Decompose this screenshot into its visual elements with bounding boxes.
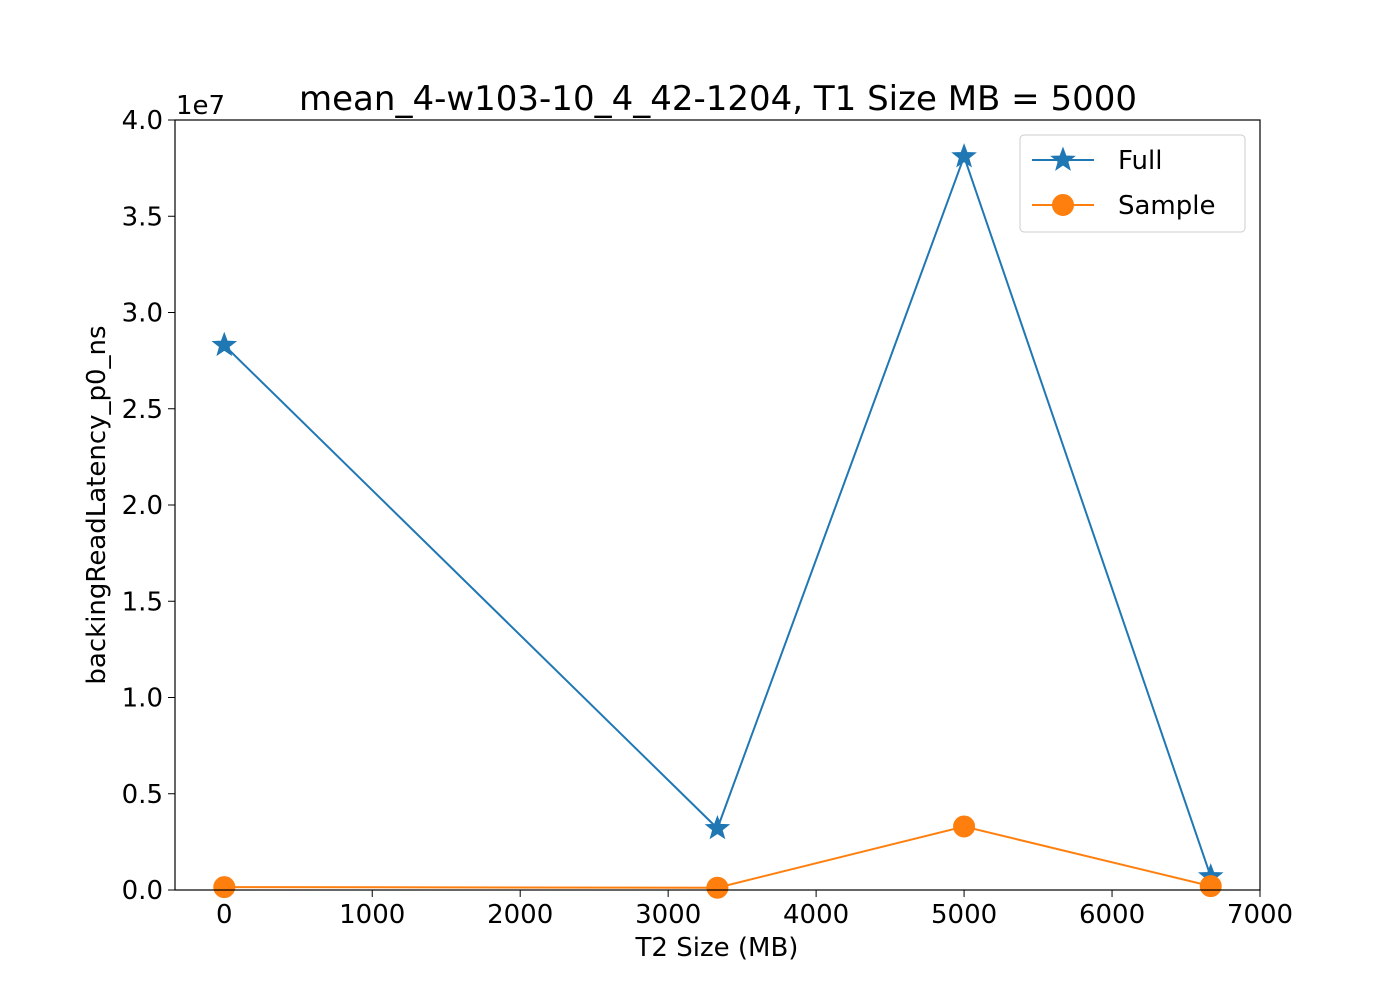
chart-title: mean_4-w103-10_4_42-1204, T1 Size MB = 5… bbox=[299, 79, 1137, 119]
y-tick-label: 0.0 bbox=[122, 876, 163, 906]
x-tick-label: 3000 bbox=[635, 900, 701, 930]
axes-frame bbox=[174, 119, 1261, 891]
legend-marker-full bbox=[1050, 146, 1076, 171]
data-point-full bbox=[211, 331, 238, 357]
y-offset-label: 1e7 bbox=[176, 91, 225, 121]
y-tick-label: 0.5 bbox=[122, 780, 163, 810]
x-tick-label: 6000 bbox=[1079, 900, 1145, 930]
x-tick-label: 0 bbox=[216, 900, 233, 930]
series-line-sample bbox=[224, 825, 1211, 889]
x-tick-label: 7000 bbox=[1227, 900, 1293, 930]
y-tick-label: 1.5 bbox=[122, 587, 163, 617]
x-axis-label: T2 Size (MB) bbox=[635, 933, 799, 963]
y-tick-label: 1.0 bbox=[122, 684, 163, 714]
y-tick-label: 2.0 bbox=[122, 491, 163, 521]
data-point-full bbox=[951, 143, 977, 168]
y-tick-label: 3.5 bbox=[122, 202, 163, 232]
plot-area: 0 1000 2000 3000 4000 5000 6000 7000 0.0 0.5 1.0 1.… bbox=[122, 106, 1293, 930]
x-tick-label: 1000 bbox=[339, 900, 405, 930]
series-line-full bbox=[223, 153, 1212, 877]
legend-label-sample: Sample bbox=[1118, 191, 1216, 221]
data-point-sample bbox=[953, 815, 976, 838]
x-tick-label: 5000 bbox=[931, 900, 997, 930]
y-tick-label: 4.0 bbox=[122, 106, 163, 136]
legend-marker-sample bbox=[1052, 194, 1074, 216]
data-point-sample bbox=[1199, 875, 1222, 898]
legend: Full Sample bbox=[1019, 134, 1246, 233]
data-point-full bbox=[704, 814, 731, 840]
x-tick-label: 4000 bbox=[783, 900, 849, 930]
y-axis-label: backingReadLatency_p0_ns bbox=[82, 325, 112, 684]
data-point-sample bbox=[706, 876, 729, 899]
y-tick-label: 2.5 bbox=[122, 395, 163, 425]
x-tick-label: 2000 bbox=[487, 900, 553, 930]
data-point-sample bbox=[213, 876, 236, 899]
y-tick-label: 3.0 bbox=[122, 299, 163, 329]
legend-label-full: Full bbox=[1118, 146, 1162, 176]
